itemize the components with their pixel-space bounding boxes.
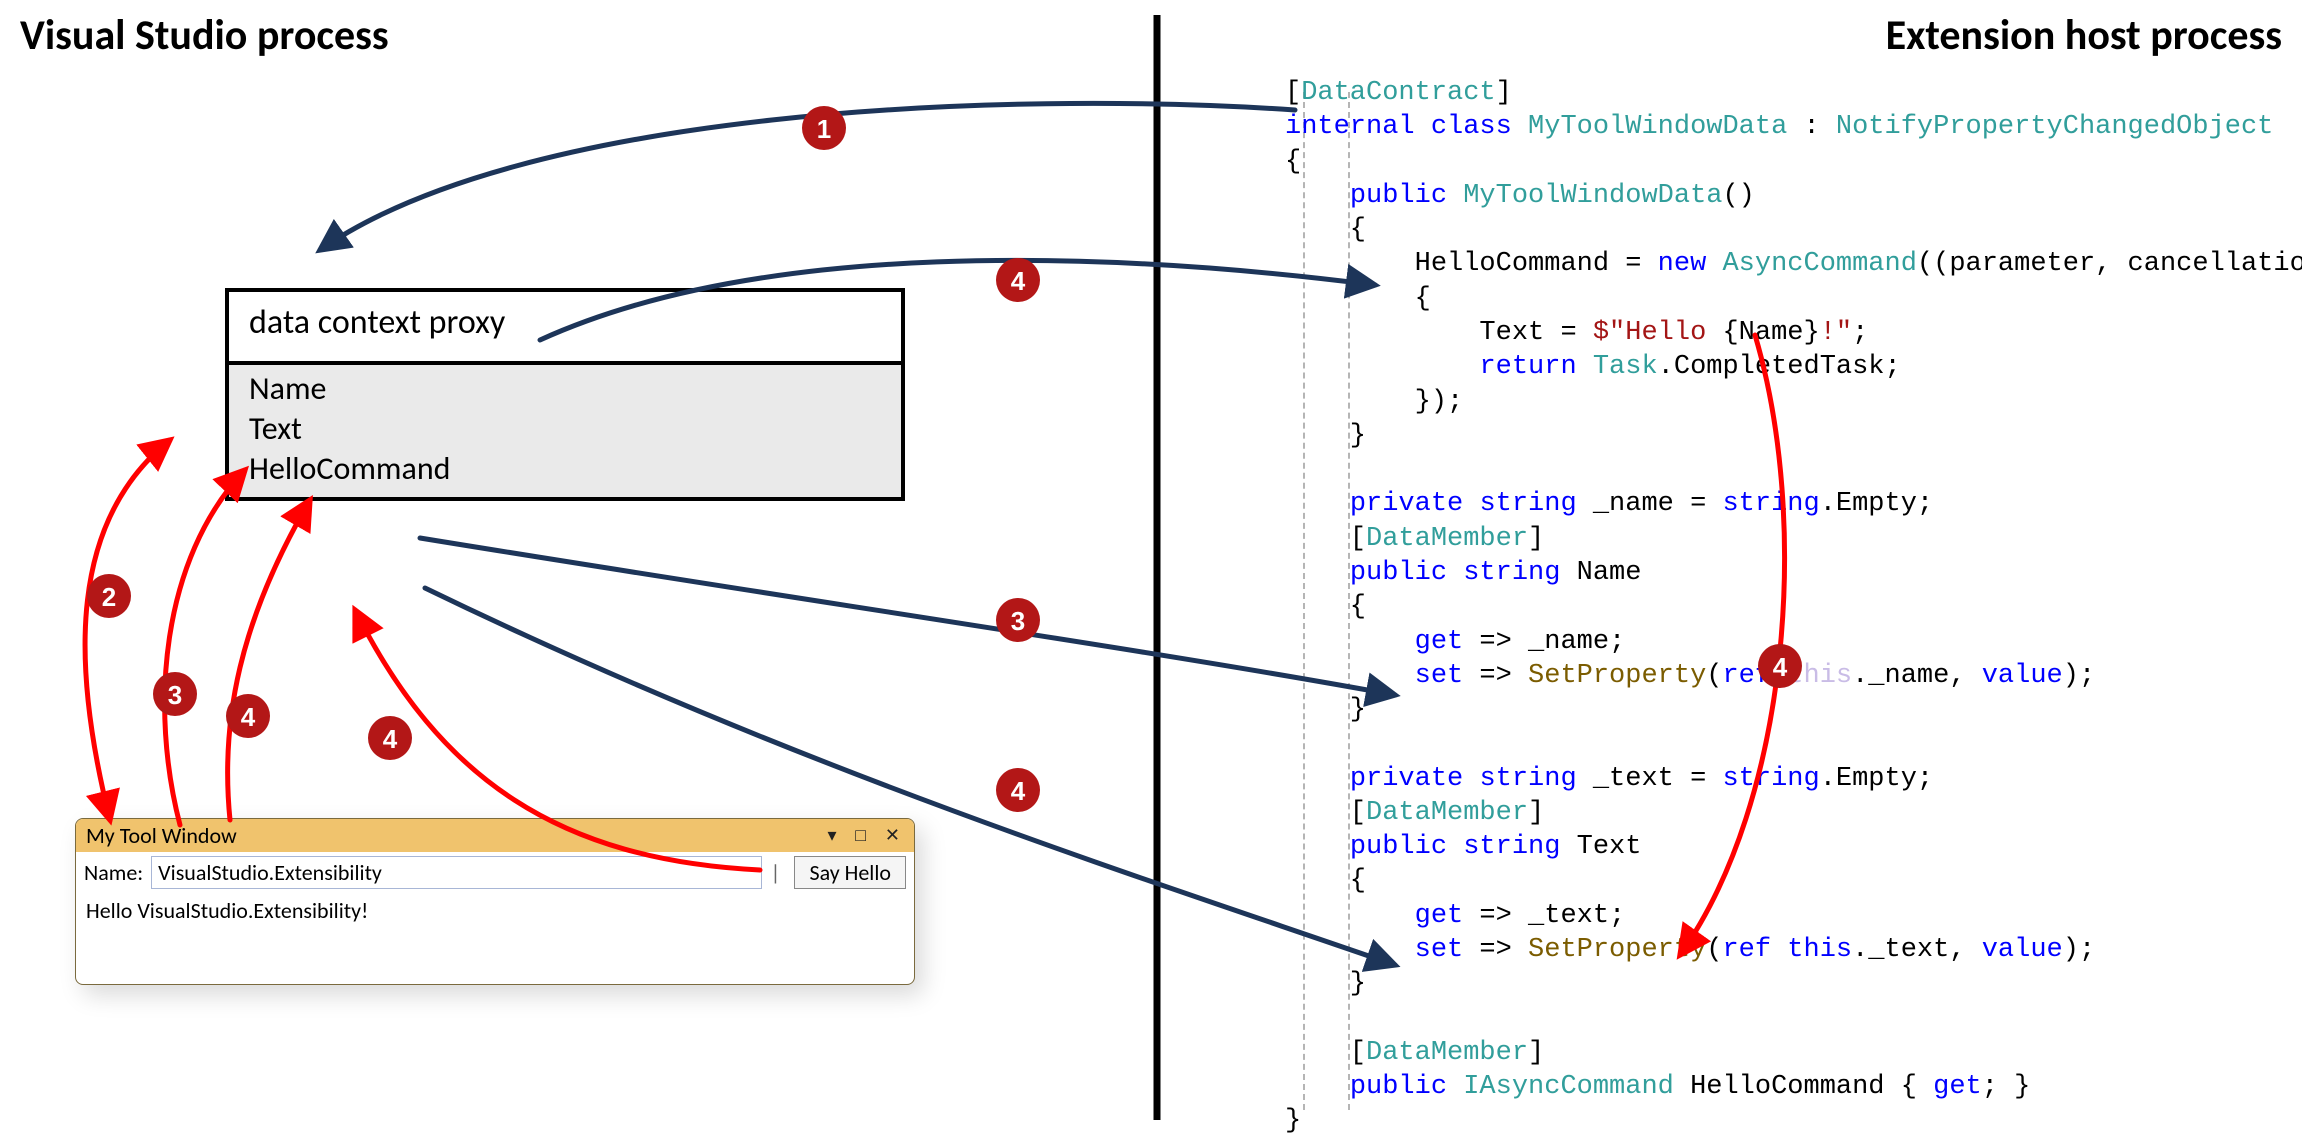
tool-window-control-icons[interactable]: ▾ □ ✕ xyxy=(827,825,904,847)
step-badge-4 xyxy=(996,768,1040,812)
step-badge-label-2: 2 xyxy=(102,582,116,612)
arrow-r3 xyxy=(165,470,245,825)
proxy-header: data context proxy xyxy=(229,292,901,365)
arrow-r4 xyxy=(228,500,310,820)
step-badge-1 xyxy=(802,106,846,150)
data-context-proxy-box: data context proxy Name Text HelloComman… xyxy=(225,288,905,501)
step-badge-3 xyxy=(153,672,197,716)
code-listing: [DataContract] internal class MyToolWind… xyxy=(1285,76,2302,1139)
step-badge-label-4: 4 xyxy=(241,702,256,732)
tool-window: My Tool Window ▾ □ ✕ Name: VisualStudio.… xyxy=(75,818,915,985)
name-label: Name: xyxy=(84,859,143,886)
output-text: Hello VisualStudio.Extensibility! xyxy=(76,891,914,984)
diagram-canvas: Visual Studio process Extension host pro… xyxy=(0,0,2302,1126)
step-badge-4 xyxy=(226,694,270,738)
step-badge-4 xyxy=(996,258,1040,302)
say-hello-button[interactable]: Say Hello xyxy=(794,856,906,889)
arrow-r2 xyxy=(85,440,170,820)
step-badge-2 xyxy=(87,574,131,618)
left-process-title: Visual Studio process xyxy=(20,10,389,61)
button-separator: | xyxy=(770,859,780,886)
name-input[interactable]: VisualStudio.Extensibility xyxy=(151,856,762,889)
tool-window-title-text: My Tool Window xyxy=(86,822,237,849)
tool-window-titlebar: My Tool Window ▾ □ ✕ xyxy=(76,819,914,852)
proxy-member-text: Text xyxy=(249,409,881,449)
step-badge-4 xyxy=(368,716,412,760)
step-badge-label-4: 4 xyxy=(383,724,398,754)
proxy-member-name: Name xyxy=(249,369,881,409)
step-badge-label-4: 4 xyxy=(1011,266,1026,296)
right-process-title: Extension host process xyxy=(1886,10,2282,61)
proxy-member-hellocommand: HelloCommand xyxy=(249,449,881,489)
step-badge-label-4: 4 xyxy=(1011,776,1026,806)
arrow-a1 xyxy=(320,103,1295,250)
step-badge-3 xyxy=(996,598,1040,642)
step-badge-label-1: 1 xyxy=(817,114,831,144)
step-badge-label-3: 3 xyxy=(1011,606,1025,636)
arrow-a3mid xyxy=(420,538,1395,695)
proxy-members: Name Text HelloCommand xyxy=(229,365,901,497)
step-badge-label-3: 3 xyxy=(168,680,182,710)
